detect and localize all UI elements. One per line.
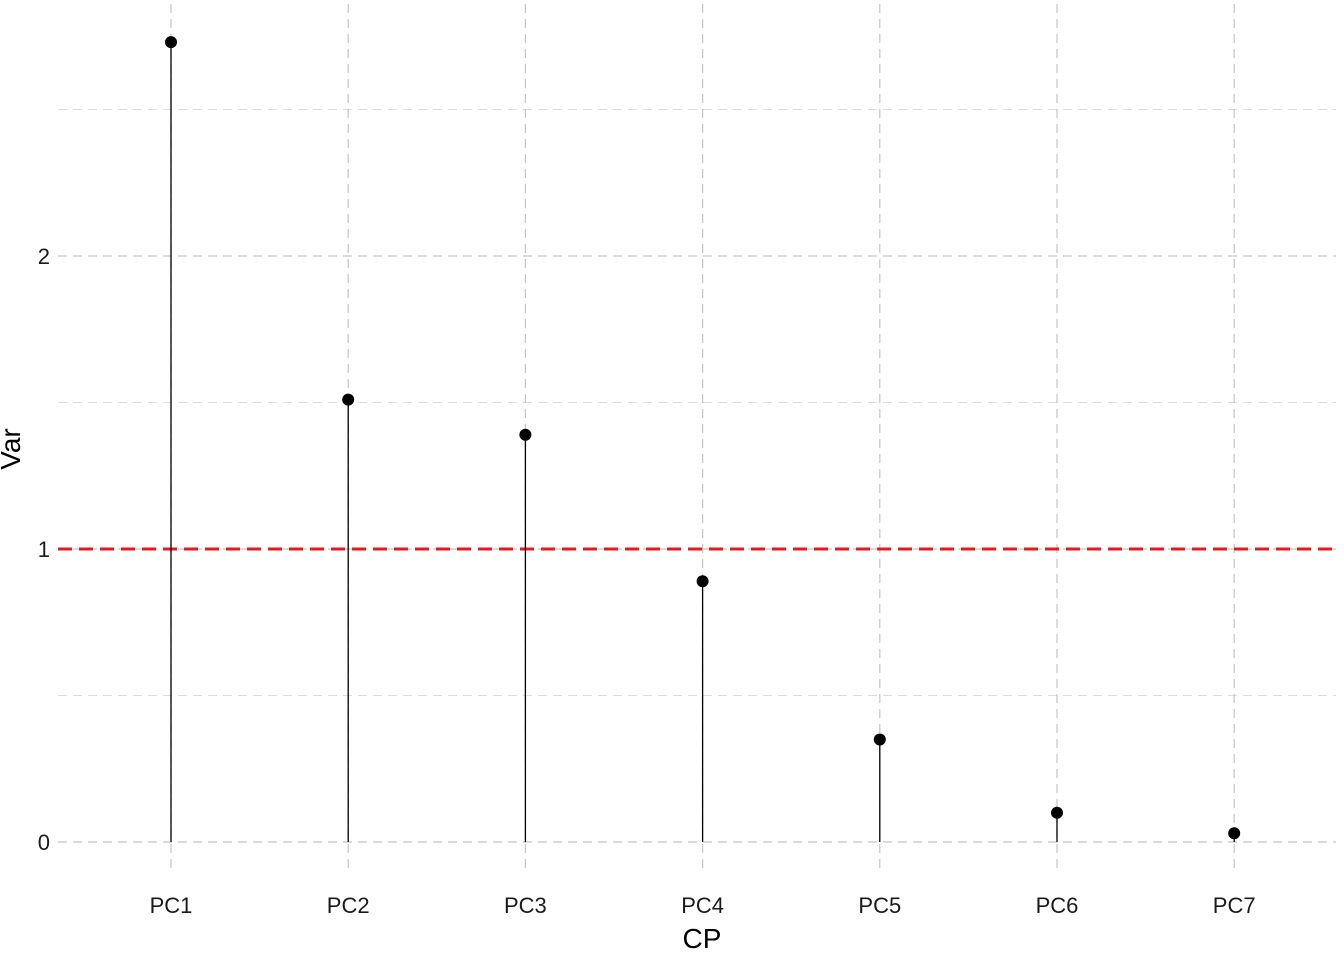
point-pc7	[1228, 827, 1241, 840]
grid	[58, 4, 1336, 870]
x-tick-label: PC4	[681, 893, 724, 918]
x-tick-label: PC6	[1036, 893, 1079, 918]
y-axis-title: Var	[0, 428, 26, 470]
x-tick-label: PC1	[150, 893, 193, 918]
y-tick-label: 0	[38, 830, 50, 855]
point-pc3	[519, 428, 532, 441]
point-pc6	[1051, 806, 1063, 819]
x-tick-label: PC2	[327, 893, 370, 918]
y-tick-label: 1	[38, 537, 50, 562]
y-tick-label: 2	[38, 244, 50, 269]
point-pc2	[342, 393, 355, 406]
points	[165, 36, 1241, 840]
point-pc4	[696, 575, 709, 588]
x-tick-label: PC5	[858, 893, 901, 918]
y-tick-labels: 0 1 2	[38, 244, 50, 855]
point-pc5	[873, 733, 886, 746]
point-pc1	[165, 36, 177, 49]
x-tick-label: PC3	[504, 893, 547, 918]
stems	[170, 42, 1235, 842]
x-tick-label: PC7	[1213, 893, 1256, 918]
x-axis-title: CP	[683, 923, 722, 954]
x-tick-labels: PC1 PC2 PC3 PC4 PC5 PC6 PC7	[150, 893, 1256, 918]
